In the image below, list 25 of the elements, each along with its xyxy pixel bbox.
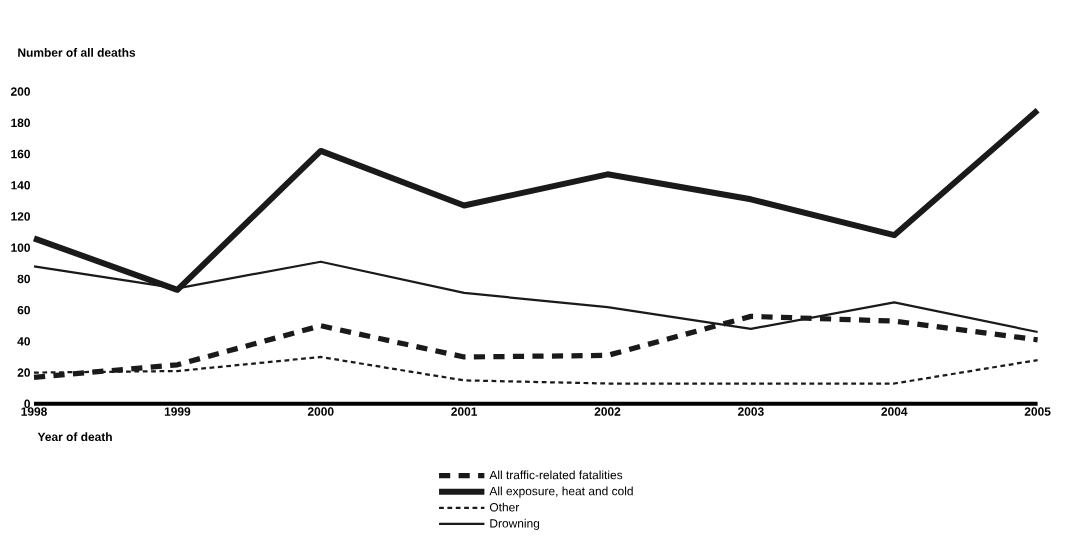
x-tick-label: 2005 xyxy=(1024,407,1051,417)
y-tick-label: 0 xyxy=(24,399,30,409)
y-tick-label: 60 xyxy=(17,306,30,315)
y-tick-label: 180 xyxy=(11,118,30,128)
y-tick-label: 80 xyxy=(17,274,30,284)
x-tick-label: 2003 xyxy=(737,407,764,417)
y-tick-label: 120 xyxy=(11,212,30,221)
y-tick-label: 140 xyxy=(11,181,30,190)
y-tick-label: 40 xyxy=(17,337,30,346)
legend-label: Drowning xyxy=(490,519,540,531)
y-tick-label: 160 xyxy=(11,150,30,159)
legend-label: All exposure, heat and cold xyxy=(489,486,633,498)
x-tick-label: 2002 xyxy=(594,407,621,417)
x-tick-label: 1998 xyxy=(21,407,47,417)
legend-label: All traffic-related fatalities xyxy=(489,470,623,480)
x-tick-label: 2004 xyxy=(881,407,908,417)
x-tick-label: 2000 xyxy=(307,407,334,417)
y-axis-title: Number of all deaths xyxy=(18,48,136,58)
x-tick-label: 2001 xyxy=(451,407,478,417)
y-tick-label: 100 xyxy=(11,243,30,253)
y-tick-label: 20 xyxy=(17,368,30,378)
y-tick-label: 200 xyxy=(10,87,30,97)
x-tick-label: 1999 xyxy=(164,407,191,417)
x-axis-title: Year of death xyxy=(37,432,112,442)
legend-label: Other xyxy=(489,502,520,512)
